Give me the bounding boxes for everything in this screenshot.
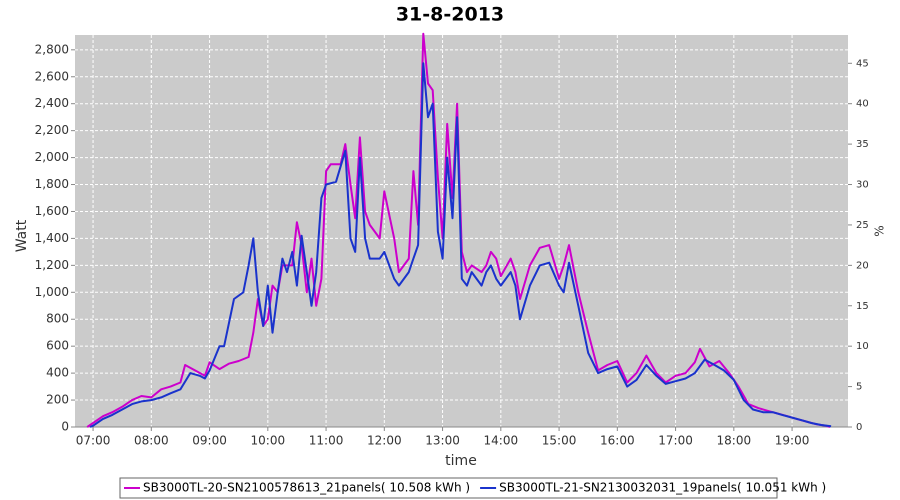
x-tick-label: 17:00 (658, 434, 693, 448)
series-line (86, 32, 831, 428)
x-tick-label: 14:00 (484, 434, 519, 448)
y-tick-label: 2,600 (35, 69, 69, 83)
y2-tick-label: 25 (856, 220, 869, 231)
y2-tick-label: 0 (856, 422, 862, 433)
legend-label: SB3000TL-21-SN2130032031_19panels( 10.05… (499, 481, 826, 495)
x-tick-label: 10:00 (251, 434, 286, 448)
x-tick-label: 18:00 (717, 434, 752, 448)
y-tick-label: 800 (46, 312, 69, 326)
y-tick-label: 2,000 (35, 150, 69, 164)
x-tick-label: 19:00 (775, 434, 810, 448)
y2-tick-label: 10 (856, 341, 869, 352)
y-tick-label: 2,400 (35, 96, 69, 110)
y2-axis-label: % (873, 225, 887, 236)
series-line (89, 62, 832, 428)
y-tick-label: 400 (46, 366, 69, 380)
x-tick-label: 15:00 (542, 434, 577, 448)
y-axis-label: Watt (14, 219, 30, 252)
chart-title: 31-8-2013 (396, 4, 504, 26)
y-tick-label: 200 (46, 393, 69, 407)
y2-tick-label: 35 (856, 139, 869, 150)
x-tick-label: 11:00 (309, 434, 344, 448)
y2-tick-label: 45 (856, 58, 869, 69)
legend-label: SB3000TL-20-SN2100578613_21panels( 10.50… (143, 481, 470, 495)
y-tick-label: 1,400 (35, 231, 69, 245)
x-tick-label: 12:00 (367, 434, 402, 448)
y-tick-label: 600 (46, 339, 69, 353)
x-tick-label: 07:00 (76, 434, 111, 448)
y2-tick-label: 5 (856, 382, 862, 393)
y-tick-label: 1,800 (35, 177, 69, 191)
y2-tick-label: 40 (856, 99, 869, 110)
y-tick-label: 1,600 (35, 204, 69, 218)
y2-tick-label: 30 (856, 180, 869, 191)
x-tick-label: 08:00 (134, 434, 169, 448)
x-tick-label: 09:00 (192, 434, 227, 448)
y2-tick-label: 15 (856, 301, 869, 312)
x-tick-label: 13:00 (425, 434, 460, 448)
y2-tick-label: 20 (856, 260, 869, 271)
y-tick-label: 1,000 (35, 285, 69, 299)
y-tick-label: 2,200 (35, 123, 69, 137)
x-axis-label: time (445, 453, 477, 469)
x-tick-label: 16:00 (600, 434, 635, 448)
y-tick-label: 2,800 (35, 42, 69, 56)
y-tick-label: 0 (61, 420, 69, 434)
legend (119, 477, 778, 499)
y-tick-label: 1,200 (35, 258, 69, 272)
